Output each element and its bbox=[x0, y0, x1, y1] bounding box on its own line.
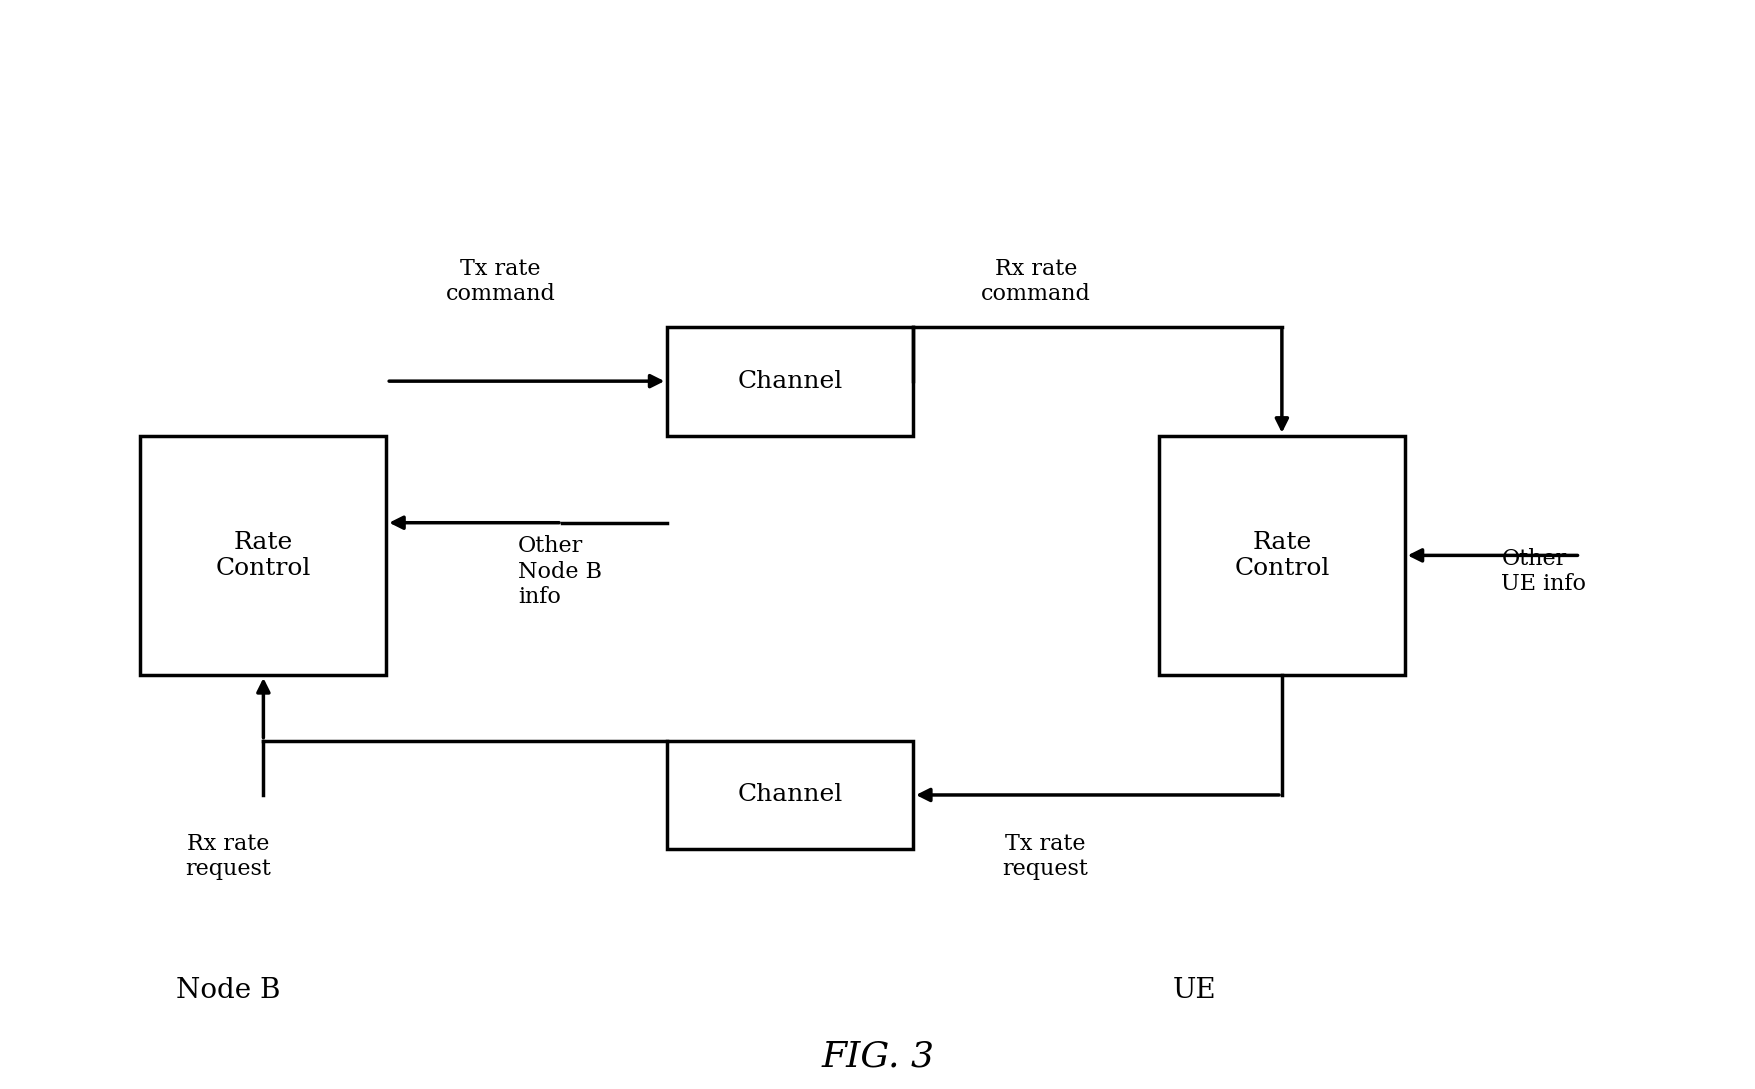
FancyBboxPatch shape bbox=[1158, 436, 1404, 675]
Text: Other
UE info: Other UE info bbox=[1501, 548, 1585, 596]
Text: Tx rate
command: Tx rate command bbox=[446, 257, 555, 305]
Text: Rx rate
command: Rx rate command bbox=[981, 257, 1090, 305]
Text: Channel: Channel bbox=[737, 369, 842, 393]
FancyBboxPatch shape bbox=[667, 327, 913, 436]
Text: Rx rate
request: Rx rate request bbox=[186, 833, 270, 881]
Text: FIG. 3: FIG. 3 bbox=[821, 1039, 934, 1074]
Text: Tx rate
request: Tx rate request bbox=[1002, 833, 1086, 881]
Text: Channel: Channel bbox=[737, 783, 842, 807]
Text: Rate
Control: Rate Control bbox=[216, 530, 311, 580]
Text: Node B: Node B bbox=[176, 978, 281, 1004]
Text: Rate
Control: Rate Control bbox=[1234, 530, 1329, 580]
Text: UE: UE bbox=[1172, 978, 1214, 1004]
FancyBboxPatch shape bbox=[140, 436, 386, 675]
Text: Other
Node B
info: Other Node B info bbox=[518, 536, 602, 608]
FancyBboxPatch shape bbox=[667, 741, 913, 849]
